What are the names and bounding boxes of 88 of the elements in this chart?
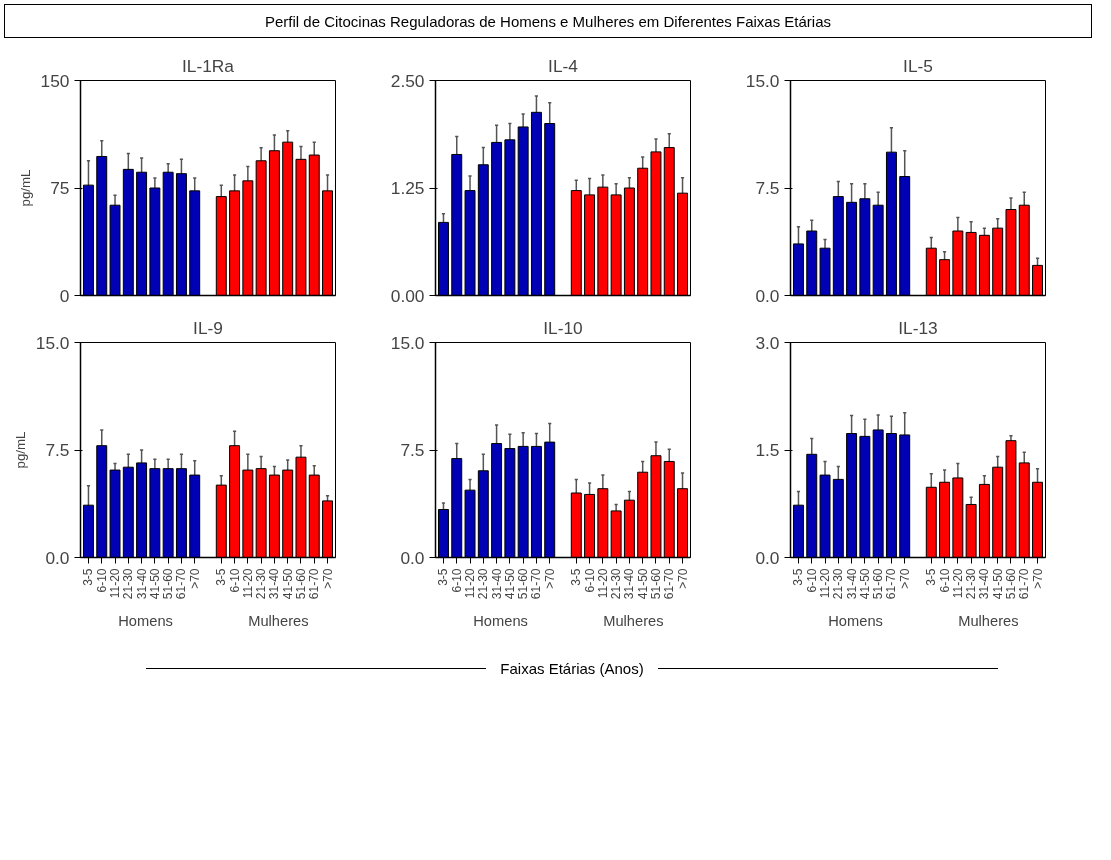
x-tick-label: 61-70	[662, 568, 677, 600]
x-tick-label: 21-30	[609, 568, 624, 600]
y-tick-label: 0.00	[390, 285, 425, 306]
x-tick-label: 6-10	[582, 568, 597, 593]
x-axis-title: Faixas Etárias (Anos)	[500, 658, 644, 679]
text: Mulheres	[248, 612, 309, 629]
y-tick-label: 1.25	[390, 178, 425, 198]
text: Homens	[473, 612, 528, 629]
text: Mulheres	[958, 612, 1019, 629]
x-tick-label: 6-10	[227, 568, 242, 593]
x-tick-label: 11-20	[950, 568, 965, 599]
x-tick-label: 31-40	[622, 568, 637, 600]
text: Perfil de Citocinas Reguladoras de Homens e Mulheres em Diferentes Faixas Etárias	[264, 12, 832, 32]
x-tick-label: >70	[897, 568, 912, 589]
x-tick-label: 41-50	[990, 568, 1005, 600]
y-axis-title: pg/mL	[12, 431, 28, 469]
x-tick-label: 11-20	[818, 568, 833, 599]
y-tick-label: 75	[50, 178, 70, 198]
x-tick-label: 3-5	[791, 568, 806, 586]
x-tick-label: >70	[542, 568, 557, 589]
y-tick-label: 0.0	[755, 285, 780, 306]
x-tick-label: 51-60	[871, 568, 886, 600]
x-tick-label: 61-70	[174, 568, 189, 600]
y-tick-label: 0	[59, 285, 70, 306]
y-tick-label: 2.50	[390, 70, 425, 91]
x-tick-label: >70	[320, 568, 335, 589]
x-tick-label: 6-10	[804, 568, 819, 593]
x-tick-label: 21-30	[476, 568, 491, 600]
x-tick-label: 21-30	[121, 568, 136, 600]
x-tick-label: 6-10	[94, 568, 109, 593]
x-tick-label: 41-50	[147, 568, 162, 600]
x-tick-label: >70	[187, 568, 202, 589]
x-tick-label: 51-60	[1003, 568, 1018, 600]
chart-title: IL-10	[543, 317, 583, 338]
x-tick-label: >70	[1030, 568, 1045, 589]
x-tick-label: 41-50	[635, 568, 650, 600]
x-tick-label: 31-40	[267, 568, 282, 600]
x-tick-label: 21-30	[831, 568, 846, 600]
x-tick-label: 3-5	[569, 568, 584, 586]
x-tick-label: 31-40	[489, 568, 504, 600]
x-tick-label: 21-30	[964, 568, 979, 600]
x-tick-label: 41-50	[857, 568, 872, 600]
text: Homens	[828, 612, 883, 629]
x-tick-label: 51-60	[161, 568, 176, 600]
y-tick-label: 15.0	[35, 332, 70, 353]
x-tick-label: 51-60	[516, 568, 531, 600]
x-tick-label: 11-20	[595, 568, 610, 599]
y-tick-label: 0.0	[45, 547, 70, 568]
x-tick-label: 31-40	[977, 568, 992, 600]
y-axis-title: pg/mL	[17, 169, 33, 207]
x-tick-label: >70	[675, 568, 690, 589]
y-tick-label: 150	[40, 70, 70, 91]
y-tick-label: 7.5	[400, 440, 425, 460]
x-tick-label: 31-40	[844, 568, 859, 600]
x-tick-label: 41-50	[280, 568, 295, 600]
x-tick-label: 51-60	[648, 568, 663, 600]
chart-title: IL-1Ra	[182, 55, 235, 76]
x-tick-label: 3-5	[924, 568, 939, 586]
y-tick-label: 15.0	[390, 332, 425, 353]
x-tick-label: 3-5	[81, 568, 96, 586]
y-tick-label: 1.5	[755, 440, 780, 460]
chart-title: IL-5	[903, 55, 933, 76]
chart-title: IL-9	[193, 317, 223, 338]
y-tick-label: 7.5	[45, 440, 70, 460]
y-tick-label: 7.5	[755, 178, 780, 198]
y-tick-label: 15.0	[745, 70, 780, 91]
x-tick-label: 3-5	[214, 568, 229, 586]
y-tick-label: 0.0	[400, 547, 425, 568]
chart-title: IL-4	[548, 55, 579, 76]
text: Homens	[118, 612, 173, 629]
x-tick-label: 61-70	[884, 568, 899, 600]
y-tick-label: 3.0	[755, 332, 780, 353]
x-tick-label: 11-20	[463, 568, 478, 599]
x-tick-label: 21-30	[254, 568, 269, 600]
x-tick-label: 51-60	[293, 568, 308, 600]
x-tick-label: 6-10	[937, 568, 952, 593]
text: Mulheres	[603, 612, 664, 629]
x-tick-label: 41-50	[502, 568, 517, 600]
x-tick-label: 61-70	[307, 568, 322, 600]
x-tick-label: 11-20	[240, 568, 255, 599]
x-tick-label: 61-70	[1017, 568, 1032, 600]
chart-title: IL-13	[898, 317, 938, 338]
x-tick-label: 3-5	[436, 568, 451, 586]
y-tick-label: 0.0	[755, 547, 780, 568]
x-tick-label: 61-70	[529, 568, 544, 600]
x-tick-label: 31-40	[134, 568, 149, 600]
x-tick-label: 6-10	[449, 568, 464, 593]
x-tick-label: 11-20	[108, 568, 123, 599]
